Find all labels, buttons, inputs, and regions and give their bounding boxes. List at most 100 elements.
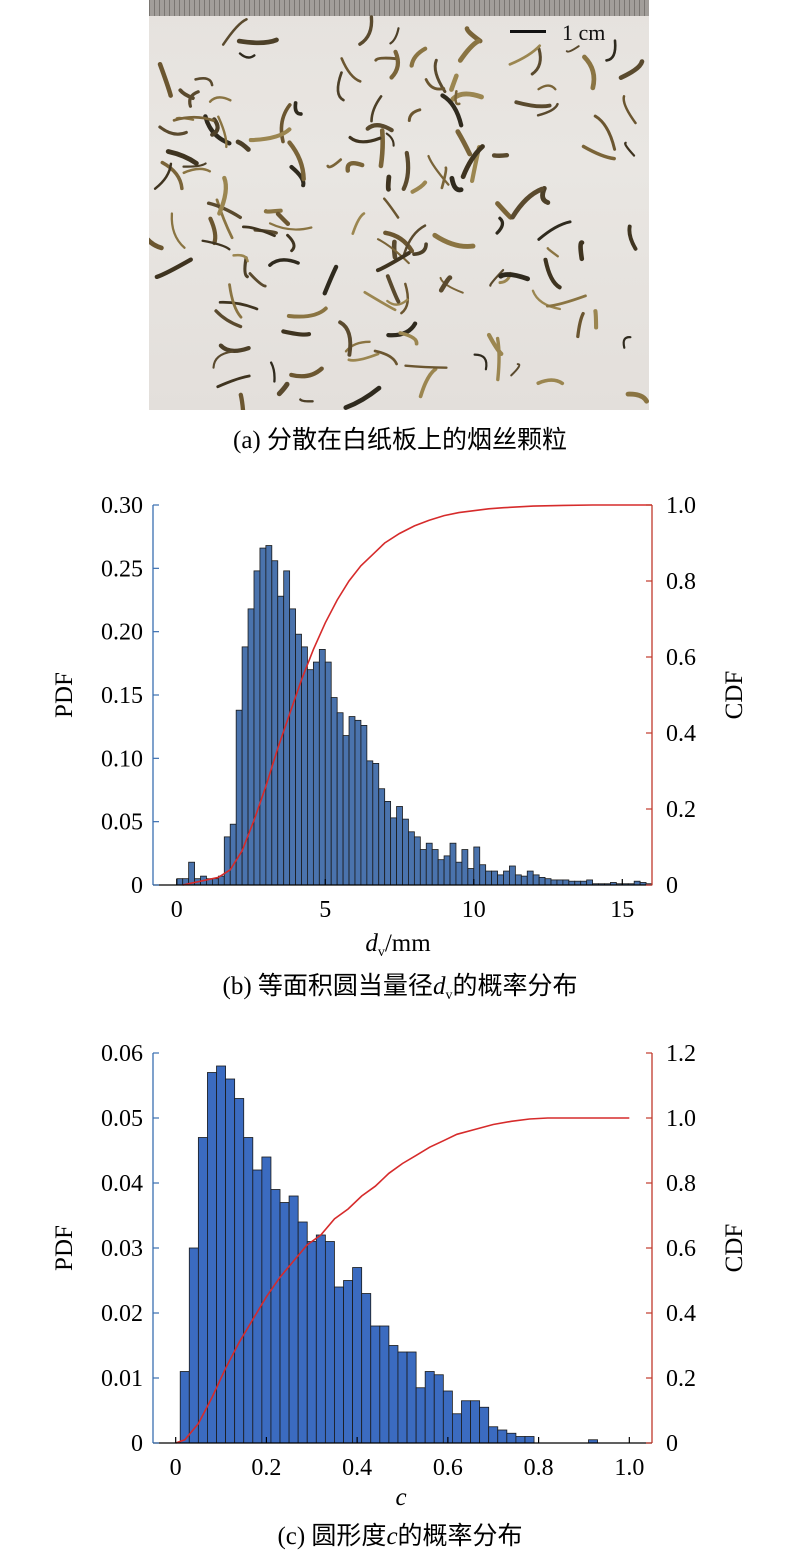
histogram-bar: [372, 763, 380, 886]
histogram-bar: [384, 801, 392, 886]
histogram-bar: [586, 879, 593, 886]
histogram-bar: [188, 861, 195, 886]
dv-cdf-line: [182, 504, 652, 886]
tobacco-shred: [149, 237, 164, 251]
y-tick-label: 0.05: [101, 810, 143, 836]
tobacco-shred: [208, 96, 232, 103]
histogram-bar: [556, 879, 564, 886]
tobacco-shred: [351, 212, 366, 235]
tobacco-shred: [363, 290, 397, 312]
tobacco-shred: [268, 258, 300, 267]
tobacco-shred: [281, 329, 312, 337]
histogram-bar: [532, 874, 540, 886]
tobacco-shred: [286, 233, 296, 253]
tobacco-shred: [344, 340, 371, 353]
tobacco-shred: [158, 125, 188, 136]
tobacco-shred: [412, 242, 428, 256]
tobacco-shred: [287, 140, 306, 182]
histogram-bar: [467, 868, 475, 886]
histogram-bar: [514, 874, 522, 886]
histogram-bar: [455, 861, 463, 886]
tobacco-shred: [201, 239, 231, 251]
tobacco-shred: [343, 385, 382, 410]
tobacco-shred: [208, 216, 218, 246]
histogram-bar: [497, 874, 504, 886]
tobacco-shred: [289, 164, 306, 188]
tobacco-shred: [217, 115, 228, 149]
histogram-bar: [324, 1241, 335, 1444]
y2-tick-label: 1.0: [666, 493, 696, 519]
y-tick-label: 0.30: [101, 493, 143, 519]
histogram-bar: [354, 719, 362, 886]
tobacco-shred: [409, 46, 428, 68]
histogram-bar: [479, 1406, 490, 1444]
tobacco-shred: [322, 264, 339, 296]
tobacco-shred: [624, 141, 636, 157]
tobacco-shred: [160, 160, 184, 191]
tobacco-shred: [182, 162, 207, 168]
tobacco-shred: [439, 276, 464, 294]
histogram-bar: [176, 878, 184, 886]
histogram-bar: [179, 1371, 190, 1444]
tobacco-shred: [491, 153, 510, 158]
tobacco-shred: [383, 230, 415, 254]
histogram-bar: [289, 608, 296, 886]
x-tick-label: 0.4: [342, 1455, 372, 1481]
tobacco-shred: [214, 309, 243, 329]
histogram-bar: [442, 1390, 453, 1444]
tobacco-shred: [289, 366, 324, 379]
histogram-bar: [526, 870, 534, 886]
tobacco-shred: [276, 381, 290, 397]
tobacco-shred: [460, 144, 485, 180]
tobacco-shred: [537, 84, 557, 91]
tobacco-shred: [286, 306, 328, 319]
caption-a: (a) 分散在白纸板上的烟丝颗粒: [233, 427, 567, 454]
histogram-bar: [402, 818, 409, 886]
histogram-bar: [396, 806, 403, 886]
histogram-bar: [270, 1189, 281, 1444]
histogram-bar: [253, 570, 261, 886]
tobacco-shred: [514, 100, 552, 109]
tobacco-shred: [536, 102, 559, 117]
tobacco-shred: [263, 208, 283, 214]
tobacco-shred: [216, 374, 251, 389]
tobacco-shred: [238, 52, 256, 59]
x-tick-label: 0: [171, 897, 183, 923]
histogram-bar: [461, 849, 469, 886]
tobacco-shred: [248, 127, 292, 143]
histogram-bar: [538, 877, 546, 886]
histogram-bar: [488, 1426, 499, 1444]
x-tick-label: 0.8: [524, 1455, 554, 1481]
dv-ticks: 0 0.05 0.10 0.15 0.20 0.25 0.30 0 0.2 0.4 0.6 0.8 1.…: [101, 493, 696, 923]
tobacco-shred: [385, 174, 392, 192]
tobacco-shred: [401, 150, 411, 191]
tobacco-shred: [374, 56, 398, 62]
tobacco-shred: [236, 37, 279, 46]
tobacco-shred: [157, 61, 173, 98]
y2-tick-label: 0: [666, 873, 678, 899]
tobacco-shred: [385, 274, 401, 304]
tobacco-shred: [427, 154, 450, 186]
histogram-bar: [509, 865, 516, 886]
histogram-bar: [497, 1429, 508, 1444]
histogram-bar: [348, 716, 356, 886]
tobacco-shred: [376, 238, 410, 265]
tobacco-shred: [385, 132, 395, 147]
tobacco-shred: [536, 378, 565, 386]
tobacco-shred: [338, 320, 353, 357]
histogram-bar: [408, 831, 415, 886]
panel-a: 1 cm (a) 分散在白纸板上的烟丝颗粒: [0, 0, 800, 460]
histogram-bar: [431, 849, 439, 886]
tobacco-shred: [449, 73, 459, 92]
tobacco-shred: [370, 95, 383, 123]
histogram-bar: [485, 870, 493, 886]
histogram-bar: [247, 608, 255, 886]
tobacco-shred: [238, 392, 246, 410]
tobacco-shred: [299, 398, 314, 403]
histogram-bar: [479, 864, 487, 886]
tobacco-shred: [218, 300, 259, 311]
y-tick-label: 0.20: [101, 620, 143, 646]
tobacco-shred: [455, 129, 473, 157]
tobacco-shred: [498, 272, 530, 282]
histogram-bar: [207, 1072, 217, 1444]
